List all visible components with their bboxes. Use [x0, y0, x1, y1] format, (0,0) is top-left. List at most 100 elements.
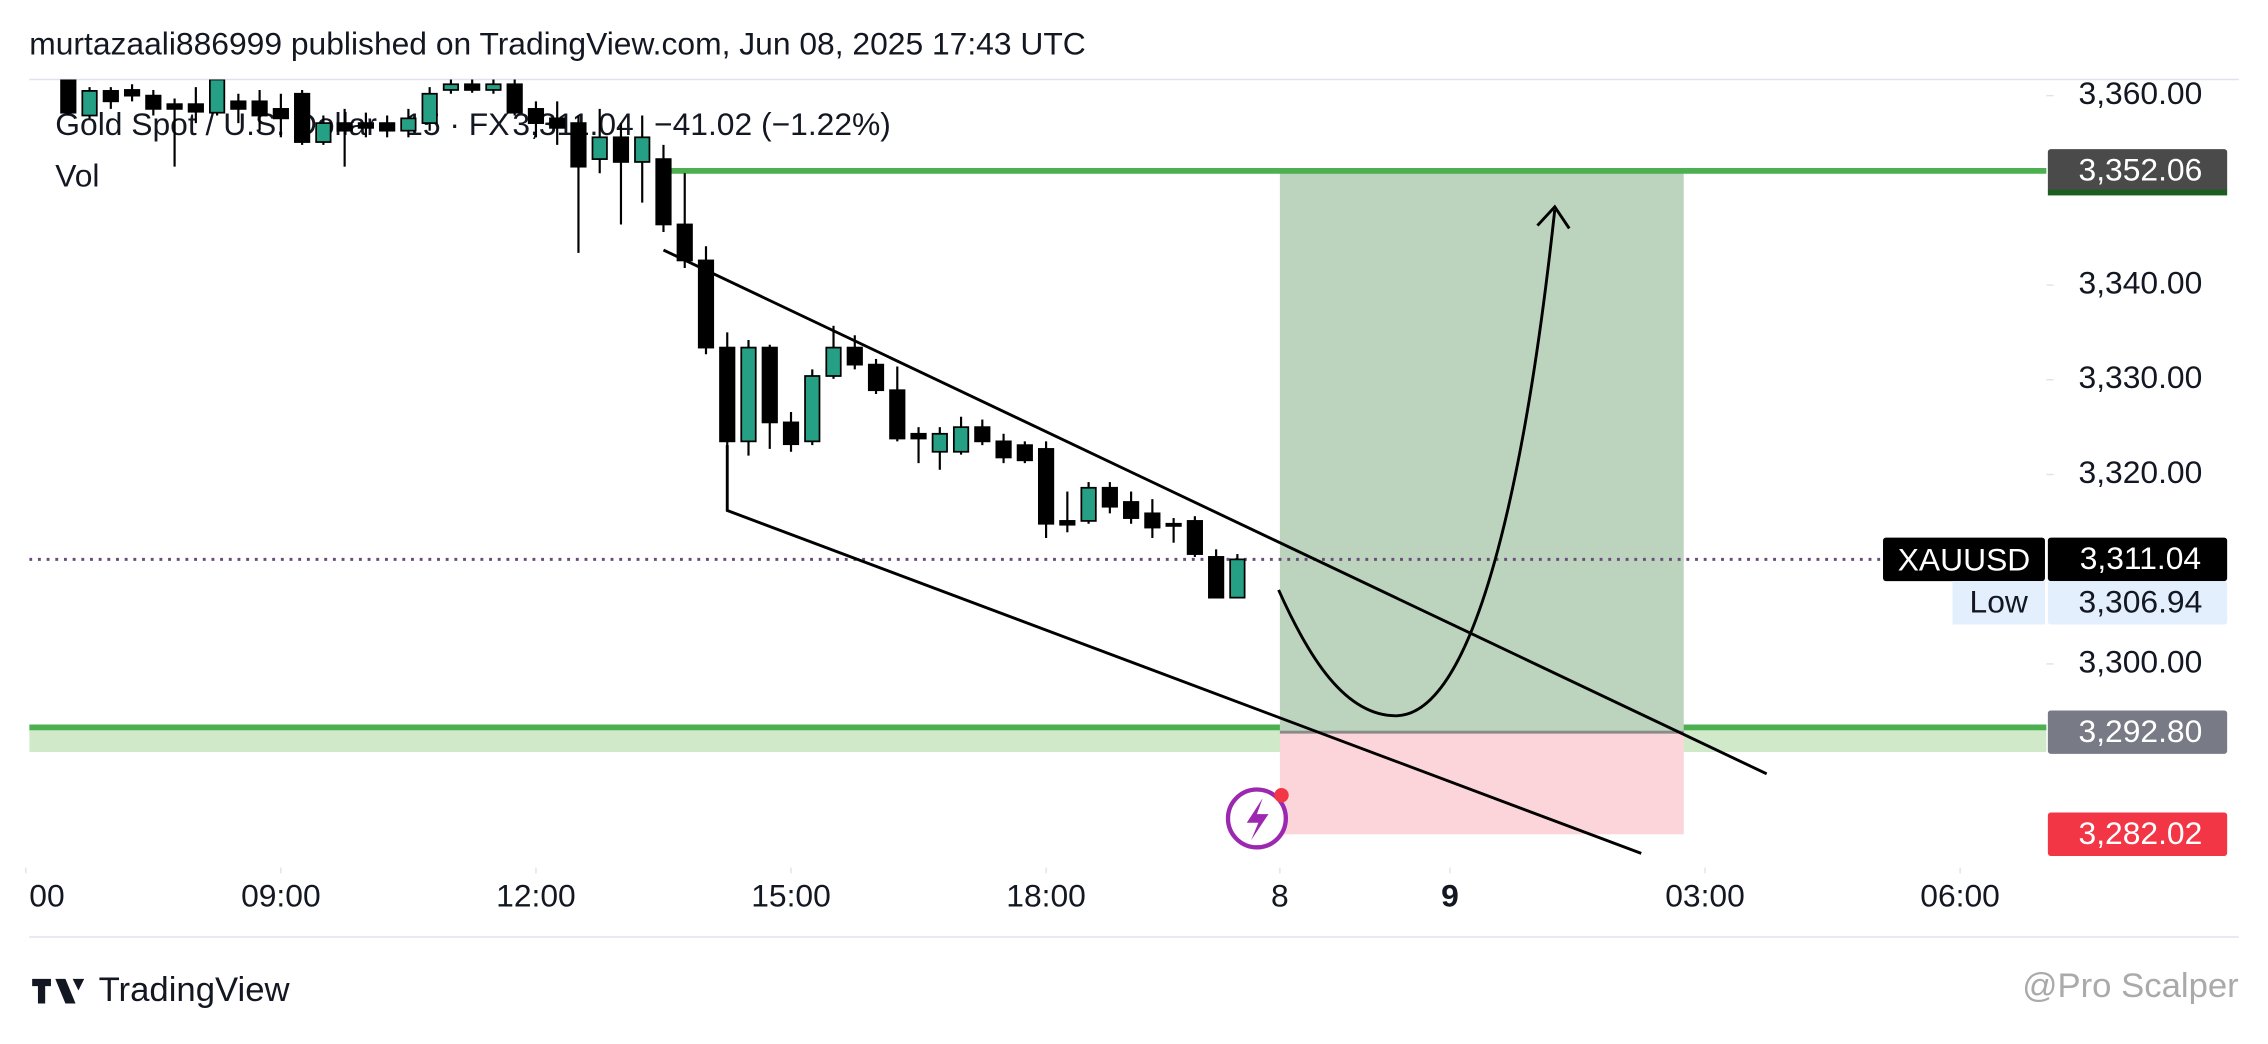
candle-body	[145, 94, 162, 110]
candle-body	[952, 426, 970, 453]
candle-body	[1016, 444, 1033, 462]
overlays	[1225, 204, 1571, 850]
candle-body	[719, 346, 736, 443]
candle-body	[1080, 486, 1097, 522]
y-tick-label: 3,360.00	[2079, 75, 2203, 111]
low-name-label: Low	[1970, 584, 2029, 620]
x-tick-label: 18:00	[1006, 877, 1086, 913]
candle-body	[209, 79, 226, 114]
candle-body	[442, 83, 460, 91]
alert-dot	[1274, 788, 1289, 803]
y-tick-label: 3,300.00	[2079, 643, 2203, 679]
entry-badge	[2047, 710, 2228, 754]
candle-body	[251, 100, 268, 117]
candle-body	[379, 122, 396, 132]
candle-body	[81, 90, 98, 117]
candle-body	[1123, 501, 1140, 519]
drawings	[29, 167, 2047, 855]
last-badge	[2047, 537, 2228, 582]
candle-body	[506, 83, 523, 114]
x-tick-label: 9	[1441, 877, 1459, 913]
x-tick-label: 00	[29, 877, 64, 913]
candle-body	[676, 223, 693, 262]
legend: Gold Spot / U.S. Dollar · 15 · FX3,311.0…	[55, 107, 891, 143]
candle-body	[1144, 512, 1161, 529]
candle-body	[421, 92, 438, 124]
candle-body	[1101, 486, 1118, 508]
candle-body	[1037, 448, 1055, 525]
support-zone	[29, 727, 2047, 753]
candle-body	[612, 136, 630, 163]
brand: TradingView	[99, 971, 291, 1009]
candle-body	[1208, 556, 1225, 599]
candle-body	[740, 346, 757, 443]
candle-body	[1165, 522, 1182, 527]
logo-mark	[32, 978, 85, 1004]
logo	[32, 978, 85, 1004]
candle-body	[867, 363, 885, 392]
y-tick-label: 3,340.00	[2079, 264, 2203, 300]
profit-zone	[1279, 170, 1684, 733]
candle-body	[846, 346, 863, 366]
candle-body	[400, 117, 417, 132]
candle-body	[294, 92, 311, 143]
loss-zone	[1279, 732, 1684, 835]
candle-body	[804, 375, 821, 443]
x-tick-label: 8	[1271, 877, 1289, 913]
candle-body	[782, 421, 800, 446]
symbol-badge	[1883, 537, 2045, 582]
candle-body	[123, 89, 141, 97]
low-badge	[2047, 581, 2228, 625]
legend-volume: Vol	[55, 157, 99, 193]
header: murtazaali886999 published on TradingVie…	[29, 26, 1085, 62]
stop-badge	[2047, 812, 2228, 856]
x-tick-label: 15:00	[751, 877, 831, 913]
candle-body	[336, 122, 353, 132]
projection-curve	[1277, 209, 1557, 718]
candle-body	[931, 432, 948, 453]
x-tick-label: 12:00	[496, 877, 576, 913]
candle-body	[1186, 520, 1203, 555]
candle-body	[1059, 520, 1076, 526]
watermark: @Pro Scalper	[2022, 967, 2238, 1005]
candle-body	[910, 432, 927, 440]
x-tick-label: 03:00	[1665, 877, 1745, 913]
candle-body	[315, 122, 332, 143]
candle-body	[464, 83, 481, 91]
projection-arrowhead	[1536, 204, 1571, 230]
target-label: 3,352.06	[2079, 152, 2203, 188]
candle-body	[230, 100, 247, 110]
stop-label: 3,282.02	[2079, 815, 2203, 851]
candle-body	[591, 136, 608, 160]
entry-label: 3,292.80	[2079, 713, 2203, 749]
legend-change: −41.02 (−1.22%)	[654, 107, 891, 143]
candle-body	[527, 108, 545, 124]
low-label: 3,306.94	[2079, 584, 2203, 620]
trendline	[662, 248, 1768, 776]
candle-body	[995, 440, 1012, 459]
candle-body	[761, 346, 778, 424]
candle-body	[102, 90, 119, 103]
candle-body	[1229, 558, 1246, 599]
candle-body	[634, 136, 651, 163]
candle-body	[697, 259, 715, 349]
candle-body	[655, 158, 672, 226]
candle-body	[485, 83, 502, 91]
x-tick-label: 09:00	[241, 877, 321, 913]
axes: 3,300.00 3,320.00 3,330.00 3,340.00 3,360.00…	[25, 75, 2228, 913]
y-tick-label: 3,330.00	[2079, 359, 2203, 395]
trendline	[725, 445, 1642, 855]
alert-bolt	[1246, 798, 1269, 841]
candle-body	[166, 103, 183, 110]
candle-body	[974, 426, 991, 443]
candle-body	[570, 122, 587, 168]
y-tick-label: 3,320.00	[2079, 454, 2203, 490]
candle-body	[272, 108, 289, 120]
target-badge	[2047, 149, 2228, 193]
target-badge-edge	[2047, 189, 2228, 196]
last-label: 3,311.04	[2080, 540, 2201, 576]
candle-body	[60, 79, 77, 114]
candles	[60, 79, 1246, 599]
symbol-badge-label: XAUUSD	[1898, 542, 2031, 578]
